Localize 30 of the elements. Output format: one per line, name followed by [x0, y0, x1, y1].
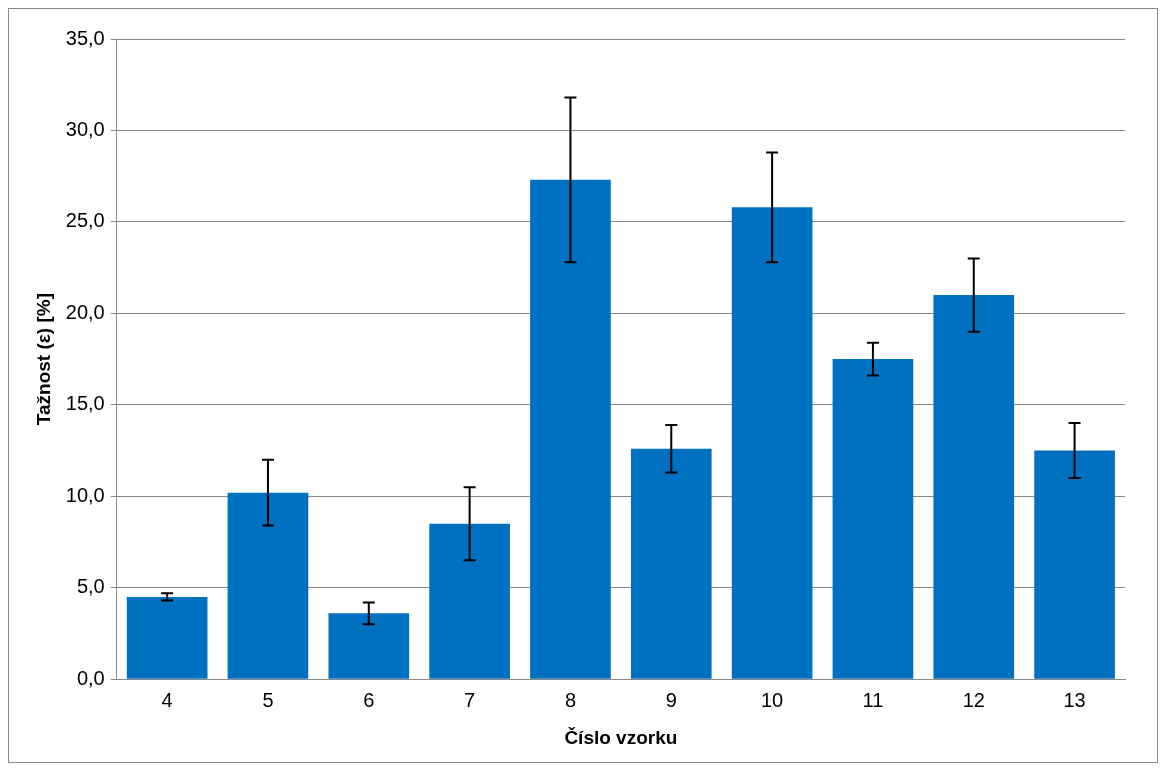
- x-tick-label: 5: [262, 688, 274, 711]
- bar: [227, 492, 309, 679]
- y-axis-title: Tažnost (ε) [%]: [32, 293, 54, 426]
- x-tick-label: 4: [161, 688, 173, 711]
- bar: [630, 448, 712, 679]
- x-tick-label: 9: [665, 688, 677, 711]
- bar: [429, 523, 510, 679]
- x-tick-label: 12: [962, 688, 985, 711]
- y-tick-label: 15,0: [65, 392, 105, 415]
- x-tick-label: 13: [1063, 688, 1086, 711]
- bar: [933, 295, 1015, 679]
- bar: [1034, 450, 1115, 679]
- x-tick-label: 8: [564, 688, 577, 711]
- y-tick-label: 35,0: [65, 26, 105, 49]
- x-tick-label: 6: [363, 688, 375, 711]
- y-tick-label: 10,0: [65, 483, 105, 506]
- y-tick-label: 20,0: [65, 300, 105, 323]
- y-tick-label: 25,0: [65, 209, 105, 232]
- y-tick-label: 30,0: [65, 117, 105, 140]
- bar: [731, 207, 813, 679]
- bar: [530, 179, 611, 679]
- y-tick-label: 5,0: [76, 575, 105, 598]
- x-tick-label: 11: [862, 688, 884, 711]
- y-tick-label: 0,0: [76, 666, 105, 689]
- x-tick-label: 10: [760, 688, 784, 711]
- bar: [832, 359, 914, 679]
- bar: [126, 596, 208, 679]
- bar: [328, 613, 410, 679]
- x-axis-title: Číslo vzorku: [564, 726, 678, 748]
- x-tick-label: 7: [464, 688, 476, 711]
